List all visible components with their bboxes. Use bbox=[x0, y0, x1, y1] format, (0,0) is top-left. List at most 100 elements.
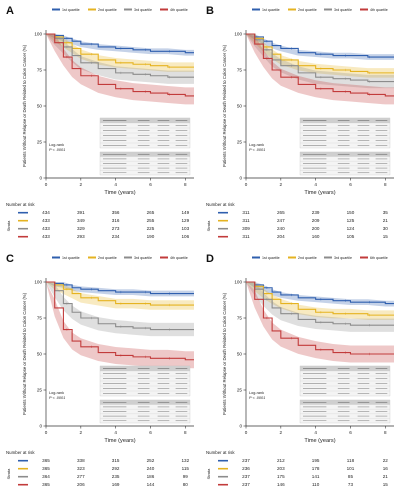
risk-table-strata-label: Strata bbox=[206, 220, 211, 231]
legend-item: 3rd quartile bbox=[324, 256, 352, 260]
risk-table-cell: 293 bbox=[77, 234, 85, 239]
legend-item: 4th quartile bbox=[160, 8, 188, 12]
y-tick-label: 75 bbox=[37, 68, 43, 73]
risk-table-cell: 30 bbox=[383, 226, 389, 231]
legend-item: 6th quartile bbox=[360, 256, 388, 260]
risk-table-cell: 240 bbox=[277, 226, 285, 231]
survival-curve bbox=[46, 281, 194, 306]
y-tick-label: 25 bbox=[237, 140, 243, 145]
risk-table-cell: 203 bbox=[277, 466, 285, 471]
risk-table-cell: 309 bbox=[242, 226, 250, 231]
risk-table-strata-label: Strata bbox=[6, 468, 11, 479]
risk-table-cell: 85 bbox=[348, 474, 354, 479]
risk-table-cell: 247 bbox=[277, 218, 285, 223]
risk-table-strata-label: Strata bbox=[6, 220, 11, 231]
risk-table-cell: 125 bbox=[347, 218, 355, 223]
x-tick-label: 6 bbox=[349, 430, 352, 435]
x-tick-label: 8 bbox=[384, 430, 387, 435]
y-tick-label: 75 bbox=[37, 316, 43, 321]
risk-table-cell: 316 bbox=[112, 218, 120, 223]
risk-table-cell: 106 bbox=[181, 234, 189, 239]
risk-table-cell: 169 bbox=[112, 482, 120, 487]
inset-table bbox=[99, 117, 191, 149]
km-chart-svg: C 1st quartile 2nd quartile 3rd quartile 4th… bbox=[6, 253, 194, 487]
risk-table-cell: 252 bbox=[147, 458, 155, 463]
risk-table-cell: 190 bbox=[147, 234, 155, 239]
inset-table bbox=[299, 365, 391, 397]
x-tick-label: 2 bbox=[280, 182, 283, 187]
confidence-band bbox=[246, 282, 394, 320]
legend-item: 2nd quartile bbox=[288, 8, 317, 12]
km-chart-svg: A 1st quartile 2nd quartile 3rd quartile 4th… bbox=[6, 5, 194, 239]
confidence-band bbox=[246, 34, 394, 105]
risk-table-cell: 237 bbox=[242, 474, 250, 479]
legend-label: 3rd quartile bbox=[334, 256, 352, 260]
survival-curve bbox=[46, 281, 194, 331]
confidence-band bbox=[46, 282, 194, 337]
risk-table-cell: 433 bbox=[42, 234, 50, 239]
risk-table-cell: 391 bbox=[77, 210, 85, 215]
panel-letter: D bbox=[206, 253, 214, 265]
legend-label: 4th quartile bbox=[170, 256, 188, 260]
risk-table-cell: 103 bbox=[181, 226, 189, 231]
logrank-pvalue: P < .0001 bbox=[49, 396, 65, 400]
legend-label: 2nd quartile bbox=[298, 256, 317, 260]
y-tick-label: 50 bbox=[37, 104, 43, 109]
risk-table-cell: 433 bbox=[42, 218, 50, 223]
km-chart-svg: D 1st quartile 2nd quartile 3rd quartile 6th… bbox=[206, 253, 394, 487]
risk-table-cell: 356 bbox=[112, 210, 120, 215]
y-tick-label: 100 bbox=[34, 32, 42, 37]
risk-table-cell: 239 bbox=[312, 210, 320, 215]
risk-table-cell: 22 bbox=[383, 458, 389, 463]
y-tick-label: 0 bbox=[239, 424, 242, 429]
y-axis-label: Patients Without Relapse or Death Relate… bbox=[22, 44, 27, 167]
risk-table-cell: 150 bbox=[347, 210, 355, 215]
risk-table-cell: 16 bbox=[383, 466, 389, 471]
logrank-pvalue: P < .0001 bbox=[49, 148, 65, 152]
risk-table-cell: 195 bbox=[312, 458, 320, 463]
risk-table-cell: 149 bbox=[181, 210, 189, 215]
risk-table-cell: 80 bbox=[183, 482, 189, 487]
x-tick-label: 2 bbox=[80, 430, 83, 435]
y-tick-label: 75 bbox=[237, 316, 243, 321]
risk-table-cell: 146 bbox=[277, 482, 285, 487]
risk-table-cell: 277 bbox=[77, 474, 85, 479]
risk-table-cell: 204 bbox=[277, 234, 285, 239]
risk-table-cell: 141 bbox=[312, 474, 320, 479]
legend-item: 1st quartile bbox=[252, 256, 280, 260]
risk-table-cell: 255 bbox=[147, 218, 155, 223]
legend-item: 3rd quartile bbox=[324, 8, 352, 12]
x-tick-label: 2 bbox=[80, 182, 83, 187]
risk-table-cell: 101 bbox=[347, 466, 355, 471]
x-tick-label: 0 bbox=[245, 430, 248, 435]
inset-table bbox=[299, 399, 391, 424]
risk-table-cell: 265 bbox=[147, 210, 155, 215]
survival-curve bbox=[246, 281, 394, 326]
legend-label: 1st quartile bbox=[62, 256, 80, 260]
risk-table-cell: 124 bbox=[347, 226, 355, 231]
risk-table-cell: 315 bbox=[112, 458, 120, 463]
y-tick-label: 100 bbox=[234, 32, 242, 37]
survival-curve bbox=[46, 33, 194, 78]
risk-table-cell: 265 bbox=[277, 210, 285, 215]
risk-table-cell: 273 bbox=[112, 226, 120, 231]
x-tick-label: 6 bbox=[149, 182, 152, 187]
risk-table-cell: 225 bbox=[147, 226, 155, 231]
legend-label: 2nd quartile bbox=[98, 256, 117, 260]
logrank-pvalue: P < .0001 bbox=[249, 148, 265, 152]
survival-curve bbox=[246, 33, 394, 83]
risk-table-cell: 234 bbox=[112, 234, 120, 239]
legend-item: 2nd quartile bbox=[88, 256, 117, 260]
legend-label: 4th quartile bbox=[370, 8, 388, 12]
risk-table-cell: 21 bbox=[383, 218, 389, 223]
risk-table-cell: 160 bbox=[312, 234, 320, 239]
y-tick-label: 50 bbox=[237, 352, 243, 357]
legend-item: 1st quartile bbox=[52, 256, 80, 260]
risk-table-cell: 110 bbox=[312, 482, 320, 487]
inset-table bbox=[99, 399, 191, 424]
survival-curve bbox=[46, 281, 194, 295]
risk-table-cell: 35 bbox=[383, 210, 389, 215]
survival-curve bbox=[246, 281, 394, 355]
risk-table-cell: 115 bbox=[182, 466, 190, 471]
legend-label: 1st quartile bbox=[262, 256, 280, 260]
